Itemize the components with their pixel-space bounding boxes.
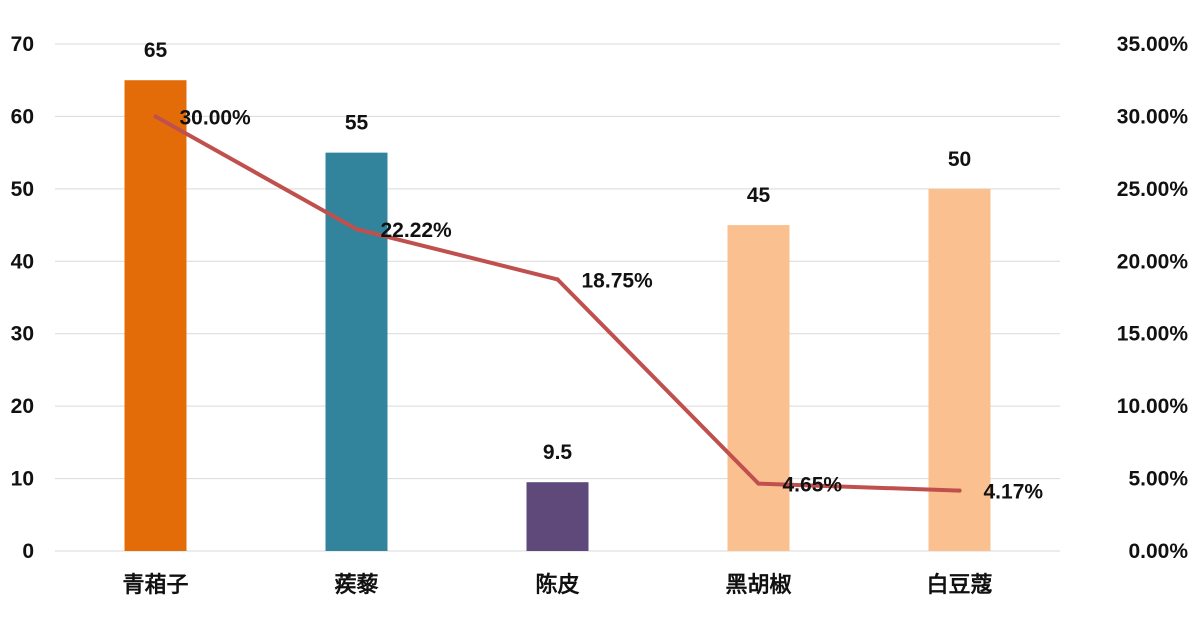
right-y-axis: 0.00% 5.00% 10.00% 15.00% 20.00% 25.00% 30.00%… [1117,33,1189,563]
bar-value-label: 55 [345,112,369,135]
category-label: 蒺藜 [334,573,379,598]
bar-value-label: 50 [948,148,971,171]
left-tick-label: 30 [11,323,34,346]
right-tick-label: 35.00% [1117,33,1189,56]
line-series [153,114,962,493]
bar-value-label: 9.5 [543,441,573,464]
line-point [153,114,158,119]
line-value-label: 4.17% [984,481,1044,504]
right-tick-label: 0.00% [1128,540,1188,563]
bar-series [124,80,991,552]
right-tick-label: 25.00% [1117,178,1189,201]
line-value-label: 22.22% [381,219,453,242]
x-axis: 青葙子 蒺藜 陈皮 黑胡椒 白豆蔻 [122,572,992,598]
right-tick-label: 30.00% [1117,105,1189,128]
right-tick-label: 20.00% [1117,250,1189,273]
right-tick-label: 5.00% [1128,468,1188,491]
line-point [756,481,761,486]
bar [727,225,790,552]
left-y-axis: 0 10 20 30 40 50 60 70 [11,33,34,563]
gridlines [55,43,1060,552]
left-tick-label: 20 [11,395,34,418]
right-tick-label: 15.00% [1117,323,1189,346]
line-value-label: 30.00% [180,106,252,129]
line-path [153,114,962,493]
category-label: 陈皮 [535,572,579,598]
left-tick-label: 10 [11,468,34,491]
category-label: 青葙子 [122,572,188,598]
bar [928,188,991,551]
left-tick-label: 50 [11,178,34,201]
left-tick-label: 70 [11,33,34,56]
bar [325,152,388,551]
bar [124,80,187,551]
category-label: 黑胡椒 [725,572,791,598]
bar-value-label: 65 [144,39,168,62]
line-point [555,277,560,282]
category-label: 白豆蔻 [926,572,992,598]
left-tick-label: 60 [11,105,34,128]
line-point [957,488,962,493]
bar-data-labels: 65 55 9.5 45 50 [144,39,971,464]
right-tick-label: 10.00% [1117,395,1189,418]
bar-value-label: 45 [747,184,771,207]
line-data-labels: 30.00% 22.22% 18.75% 4.65% 4.17% [180,106,1044,503]
line-point [354,227,359,232]
left-tick-label: 40 [11,250,34,273]
left-tick-label: 0 [22,540,34,563]
line-value-label: 4.65% [783,474,843,497]
bar [526,482,589,551]
line-value-label: 18.75% [582,269,654,292]
